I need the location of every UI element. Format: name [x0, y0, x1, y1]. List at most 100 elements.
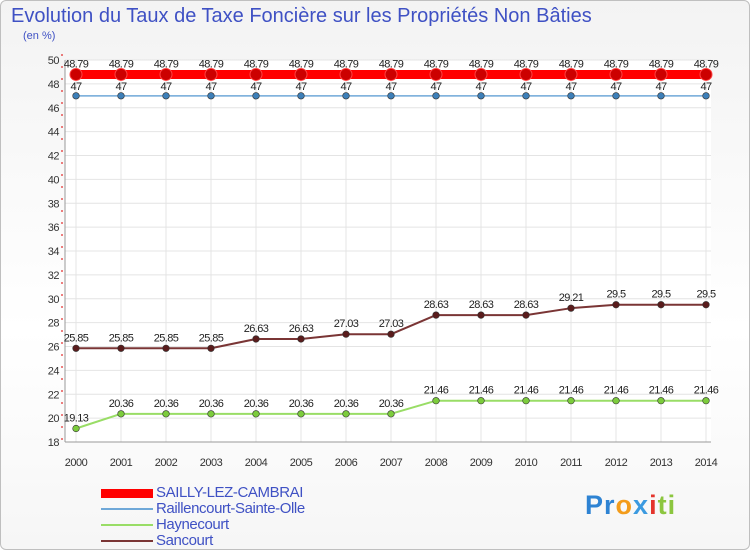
data-point	[429, 67, 443, 81]
data-point	[297, 335, 305, 343]
data-label: 29.5	[651, 289, 670, 301]
data-label: 47	[250, 81, 262, 93]
data-label: 21.46	[514, 385, 539, 397]
data-point	[567, 304, 575, 312]
data-point	[567, 397, 575, 405]
data-point	[519, 67, 533, 81]
data-label: 47	[70, 81, 82, 93]
data-label: 48.79	[154, 58, 179, 70]
legend-label: Haynecourt	[156, 516, 229, 533]
data-label: 47	[115, 81, 127, 93]
data-label: 21.46	[424, 385, 449, 397]
data-point	[612, 397, 620, 405]
data-label: 28.63	[469, 299, 494, 311]
data-label: 20.36	[199, 398, 224, 410]
y-tick-label: 36	[48, 222, 60, 234]
data-label: 21.46	[694, 385, 719, 397]
data-point	[249, 67, 263, 81]
legend-item: Haynecourt	[101, 517, 305, 533]
x-tick-label: 2013	[650, 457, 673, 469]
data-label: 47	[520, 81, 532, 93]
data-point	[564, 67, 578, 81]
data-label: 25.85	[64, 332, 89, 344]
data-point	[522, 397, 530, 405]
x-tick-label: 2004	[245, 457, 268, 469]
data-point	[159, 67, 173, 81]
data-label: 48.79	[289, 58, 314, 70]
data-point	[702, 92, 710, 100]
data-point	[654, 67, 668, 81]
data-label: 47	[565, 81, 577, 93]
data-label: 48.79	[469, 58, 494, 70]
y-tick-label: 42	[48, 151, 60, 163]
data-point	[72, 344, 80, 352]
legend-swatch-sailly	[101, 488, 153, 498]
data-label: 29.5	[696, 289, 715, 301]
data-point	[657, 92, 665, 100]
data-label: 26.63	[289, 323, 314, 335]
data-point	[612, 92, 620, 100]
data-point	[432, 311, 440, 319]
data-point	[339, 67, 353, 81]
data-label: 48.79	[604, 58, 629, 70]
y-tick-label: 44	[48, 127, 60, 139]
y-tick-label: 40	[48, 174, 60, 186]
y-tick-label: 26	[48, 342, 60, 354]
legend-swatch-sancourt	[101, 540, 153, 542]
x-tick-label: 2006	[335, 457, 358, 469]
data-point	[69, 67, 83, 81]
data-label: 48.79	[424, 58, 449, 70]
y-tick-label: 46	[48, 103, 60, 115]
data-label: 48.79	[64, 58, 89, 70]
y-tick-label: 50	[48, 55, 60, 67]
data-point	[204, 67, 218, 81]
y-tick-label: 24	[48, 365, 60, 377]
data-label: 48.79	[379, 58, 404, 70]
data-point	[474, 67, 488, 81]
data-point	[387, 410, 395, 418]
data-label: 20.36	[109, 398, 134, 410]
data-label: 21.46	[604, 385, 629, 397]
legend-swatch-haynecourt	[101, 524, 153, 526]
data-point	[207, 410, 215, 418]
data-point	[117, 92, 125, 100]
data-label: 48.79	[109, 58, 134, 70]
data-label: 47	[295, 81, 307, 93]
data-label: 25.85	[199, 332, 224, 344]
data-label: 47	[205, 81, 217, 93]
data-label: 21.46	[649, 385, 674, 397]
chart-title: Evolution du Taux de Taxe Foncière sur l…	[11, 5, 592, 27]
data-label: 20.36	[244, 398, 269, 410]
data-label: 29.5	[606, 289, 625, 301]
data-label: 25.85	[109, 332, 134, 344]
data-point	[612, 301, 620, 309]
data-point	[162, 410, 170, 418]
y-tick-label: 34	[48, 246, 60, 258]
data-point	[387, 330, 395, 338]
data-label: 47	[340, 81, 352, 93]
data-label: 25.85	[154, 332, 179, 344]
data-label: 47	[610, 81, 622, 93]
x-tick-label: 2012	[605, 457, 628, 469]
data-point	[294, 67, 308, 81]
data-point	[567, 92, 575, 100]
data-label: 47	[655, 81, 667, 93]
data-label: 28.63	[514, 299, 539, 311]
data-label: 21.46	[559, 385, 584, 397]
data-label: 20.36	[379, 398, 404, 410]
data-point	[207, 344, 215, 352]
data-point	[297, 410, 305, 418]
data-point	[477, 397, 485, 405]
data-point	[342, 410, 350, 418]
data-point	[252, 92, 260, 100]
data-point	[72, 424, 80, 433]
data-label: 48.79	[334, 58, 359, 70]
legend-swatch-raillencourt	[101, 508, 153, 510]
data-point	[522, 311, 530, 319]
y-tick-label: 28	[48, 318, 60, 330]
legend-label: Sancourt	[156, 532, 213, 549]
x-tick-label: 2002	[155, 457, 178, 469]
y-tick-label: 32	[48, 270, 60, 282]
data-point	[252, 410, 260, 418]
x-tick-label: 2000	[65, 457, 88, 469]
